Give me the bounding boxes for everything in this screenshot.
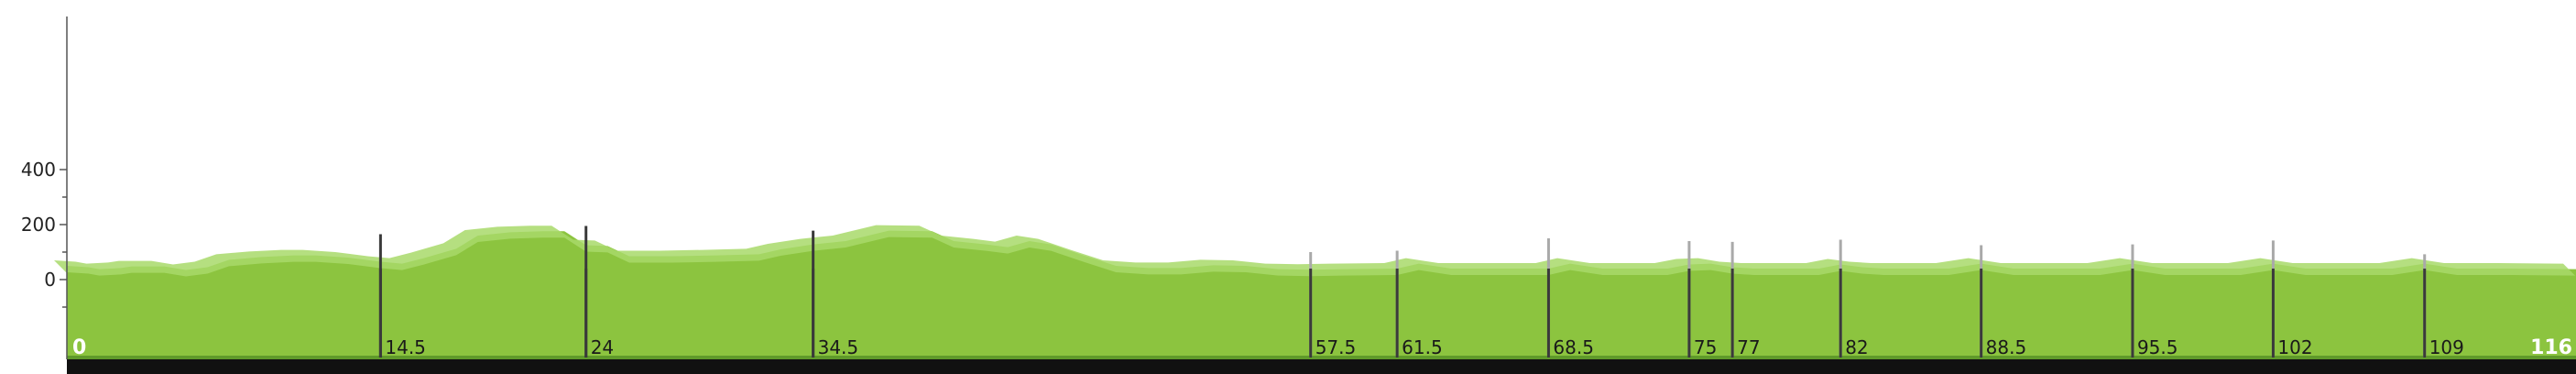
marker-labels: 0 14.5 24 34.5 57.5 61.5 68.5 75 77 82 88.5 95.5 102… [72,336,2572,359]
marker-label-6: 68.5 [1553,336,1594,358]
marker-label-12: 102 [2277,336,2312,358]
marker-label-0: 0 [72,336,86,359]
marker-label-7: 75 [1694,336,1717,358]
marker-label-8: 77 [1737,336,1760,358]
marker-label-2: 24 [591,336,614,358]
y-axis: 0 200 400 [21,16,68,359]
marker-label-4: 57.5 [1315,336,1357,358]
marker-label-1: 14.5 [385,336,426,358]
marker-label-3: 34.5 [818,336,859,358]
marker-label-13: 109 [2429,336,2464,358]
area-layer [54,225,2576,374]
marker-layer [378,226,2427,358]
elevation-body [67,236,2576,359]
y-tick-label-1: 200 [21,214,56,236]
y-tick-label-2: 400 [21,159,56,181]
marker-label-11: 95.5 [2137,336,2178,358]
marker-label-9: 82 [1845,336,1868,358]
marker-label-10: 88.5 [1986,336,2027,358]
baseline-bar [67,359,2576,374]
elevation-highlight [54,225,2576,278]
baseline-edge [67,356,2576,359]
marker-label-5: 61.5 [1402,336,1443,358]
y-tick-label-0: 0 [44,269,56,291]
marker-label-14: 116 [2530,336,2572,359]
